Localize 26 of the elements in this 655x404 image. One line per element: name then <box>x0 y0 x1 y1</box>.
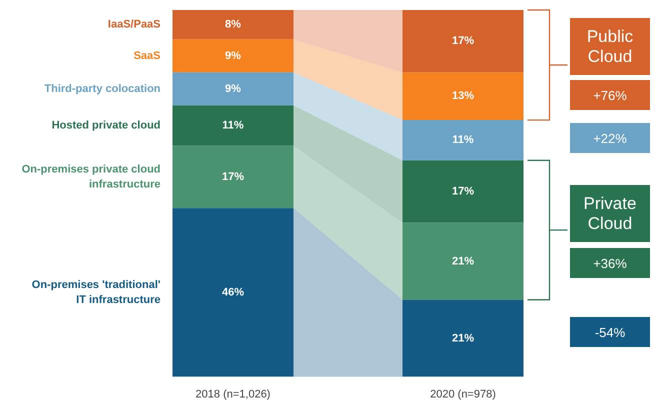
data-label: 46% <box>222 286 244 298</box>
data-label: 11% <box>452 134 474 146</box>
series-label: On-premises private cloud infrastructure <box>22 163 161 190</box>
data-label: 17% <box>452 186 474 198</box>
callout-box: Public Cloud <box>570 18 650 75</box>
series-label: On-premises 'traditional' IT infrastructure <box>32 278 161 306</box>
callout-box: Private Cloud <box>570 185 650 242</box>
data-label: 21% <box>452 255 474 268</box>
callout-box: +36% <box>570 248 650 278</box>
series-label: SaaS <box>134 50 161 62</box>
data-label: 21% <box>452 332 474 344</box>
series-label: IaaS/PaaS <box>108 18 161 31</box>
data-label: 9% <box>225 82 242 95</box>
data-label: 8% <box>225 18 242 31</box>
data-label: 9% <box>225 50 242 62</box>
callout-box: +22% <box>570 123 650 153</box>
x-tick-label: 2020 (n=978) <box>430 388 496 400</box>
data-label: 11% <box>222 120 244 132</box>
series-label: Hosted private cloud <box>52 120 161 132</box>
callout-box: -54% <box>570 317 650 347</box>
x-tick-label: 2018 (n=1,026) <box>196 388 270 400</box>
callout-box: +76% <box>570 80 650 110</box>
data-label: 17% <box>452 35 474 48</box>
data-label: 17% <box>222 170 244 183</box>
series-label: Third-party colocation <box>44 82 161 95</box>
data-label: 13% <box>452 90 474 102</box>
